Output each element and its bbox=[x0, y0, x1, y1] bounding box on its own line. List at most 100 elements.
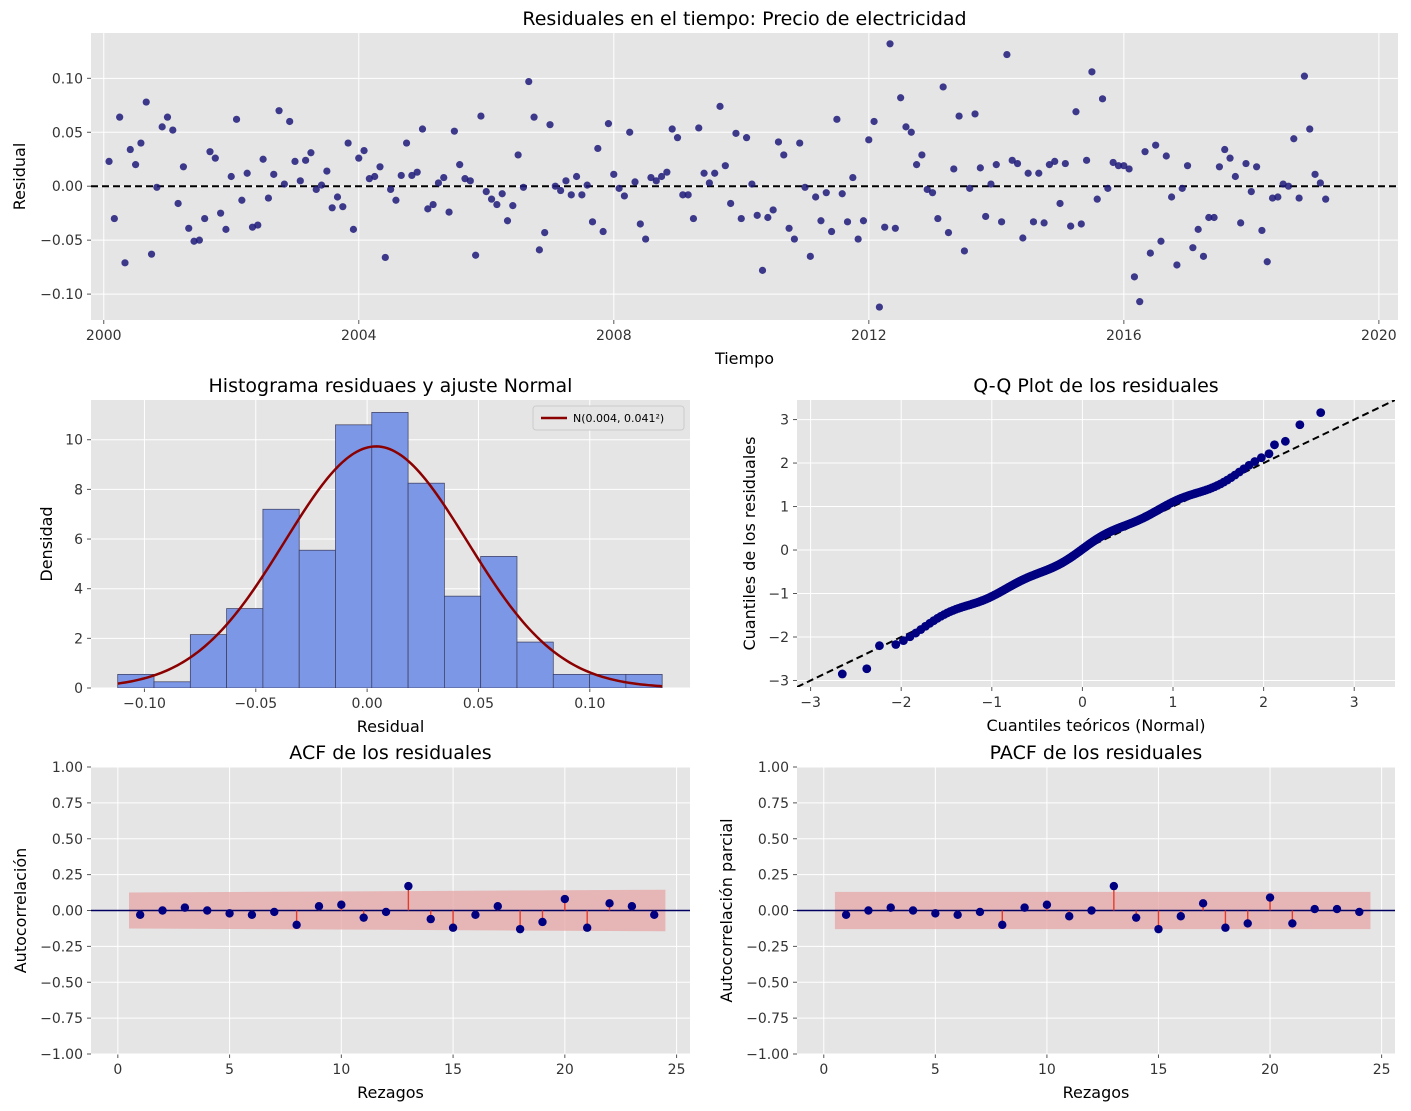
histogram-ytick-label: 2 bbox=[74, 631, 83, 647]
acf-marker bbox=[337, 900, 346, 909]
residual-point bbox=[206, 148, 214, 156]
qq-point bbox=[862, 664, 872, 674]
residual-point bbox=[785, 224, 793, 232]
residual-point bbox=[950, 165, 958, 173]
pacf-panel: 0 5 10 15 20 25 −1.00 −0.75 −0.50 −0.25 0.00 0.25 0.… bbox=[717, 742, 1395, 1102]
acf-ytick-label: 0.50 bbox=[52, 832, 83, 848]
residual-point bbox=[211, 154, 219, 162]
residual-point bbox=[1290, 135, 1298, 143]
qq-point bbox=[899, 636, 908, 645]
residual-point bbox=[700, 169, 708, 177]
residual-point bbox=[780, 151, 788, 159]
residual-point bbox=[429, 200, 437, 209]
residual-point bbox=[1316, 179, 1324, 187]
residual-point bbox=[493, 200, 501, 209]
residual-point bbox=[737, 214, 745, 223]
residual-point bbox=[881, 223, 889, 231]
residual-point bbox=[742, 134, 751, 142]
residual-point bbox=[1168, 193, 1176, 201]
residual-point bbox=[317, 181, 326, 189]
residual-point bbox=[827, 227, 836, 236]
residual-point bbox=[381, 253, 389, 262]
acf-series bbox=[91, 881, 690, 934]
acf-marker bbox=[270, 907, 279, 917]
residuals_time-ytick-label: 0.10 bbox=[52, 71, 83, 87]
residual-point bbox=[535, 246, 543, 254]
residual-point bbox=[519, 183, 528, 191]
pacf-ytick-label: 0.75 bbox=[758, 796, 789, 812]
residual-point bbox=[716, 102, 724, 110]
residual-point bbox=[689, 214, 698, 223]
acf-marker bbox=[314, 901, 324, 911]
residual-point bbox=[169, 126, 177, 134]
qqplot-xtick-label: 2 bbox=[1259, 695, 1268, 711]
acf-marker bbox=[225, 909, 234, 918]
acf-marker bbox=[605, 899, 614, 908]
acf-marker bbox=[180, 903, 190, 912]
histogram-title: Histograma residuaes y ajuste Normal bbox=[209, 375, 573, 397]
residual-point bbox=[642, 235, 650, 243]
residual-point bbox=[891, 224, 899, 232]
residual-point bbox=[498, 190, 506, 198]
residual-point bbox=[1173, 261, 1181, 269]
histogram-bar bbox=[371, 412, 409, 688]
acf-marker bbox=[247, 910, 257, 920]
qq-point bbox=[891, 640, 901, 649]
residual-point bbox=[1051, 157, 1059, 165]
residual-point bbox=[440, 173, 448, 182]
pacf-ytick-label: −0.50 bbox=[746, 975, 789, 991]
residual-point bbox=[562, 177, 570, 185]
residuals_time-ytick-label: −0.05 bbox=[40, 233, 83, 249]
residual-point bbox=[174, 199, 182, 208]
residual-point bbox=[976, 164, 984, 172]
qqplot-ytick-label: 2 bbox=[780, 456, 789, 472]
residual-point bbox=[865, 136, 873, 144]
residual-point bbox=[843, 218, 852, 226]
histogram-bar bbox=[153, 681, 191, 688]
acf-xtick-label: 0 bbox=[113, 1062, 122, 1078]
pacf-xlabel: Rezagos bbox=[1063, 1083, 1130, 1102]
pacf-marker bbox=[908, 906, 918, 915]
histogram-bar bbox=[480, 556, 518, 688]
qqplot-xtick-label: 1 bbox=[1169, 695, 1178, 711]
residual-point bbox=[918, 151, 926, 159]
residual-point bbox=[1215, 163, 1224, 171]
histogram-xtick-label: −0.05 bbox=[234, 696, 277, 712]
acf-marker bbox=[203, 906, 212, 915]
residual-point bbox=[344, 139, 352, 147]
residual-point bbox=[1141, 148, 1149, 156]
residual-point bbox=[764, 213, 772, 222]
residual-point bbox=[1072, 108, 1080, 116]
residual-point bbox=[232, 115, 241, 123]
residual-point bbox=[201, 214, 209, 223]
residual-point bbox=[1295, 194, 1303, 202]
residual-point bbox=[163, 113, 172, 121]
qqplot-xtick-label: −1 bbox=[981, 695, 1002, 711]
residual-point bbox=[312, 185, 320, 194]
residual-point bbox=[578, 191, 586, 199]
residual-point bbox=[790, 235, 798, 243]
residual-point bbox=[987, 180, 995, 188]
acf-marker bbox=[448, 923, 458, 932]
residual-point bbox=[636, 220, 644, 228]
histogram-bar bbox=[516, 641, 554, 688]
residual-point bbox=[1035, 169, 1043, 177]
residual-point bbox=[1067, 222, 1075, 230]
residual-point bbox=[1194, 225, 1202, 233]
pacf-marker bbox=[931, 909, 940, 918]
residual-point bbox=[1231, 172, 1239, 181]
residual-point bbox=[296, 177, 304, 185]
residual-point bbox=[1061, 159, 1069, 168]
residual-point bbox=[302, 156, 310, 164]
pacf-marker bbox=[1042, 900, 1052, 909]
histogram-bar bbox=[335, 424, 373, 688]
residual-point bbox=[509, 202, 517, 210]
qq-point bbox=[1295, 420, 1305, 430]
histogram-ytick-label: 10 bbox=[65, 433, 83, 449]
residual-point bbox=[944, 229, 953, 237]
residual-point bbox=[280, 180, 288, 188]
residual-point bbox=[748, 180, 756, 188]
acf-marker bbox=[560, 894, 570, 904]
qq-point bbox=[875, 641, 884, 651]
residuals_time-title: Residuales en el tiempo: Precio de elect… bbox=[522, 8, 966, 30]
